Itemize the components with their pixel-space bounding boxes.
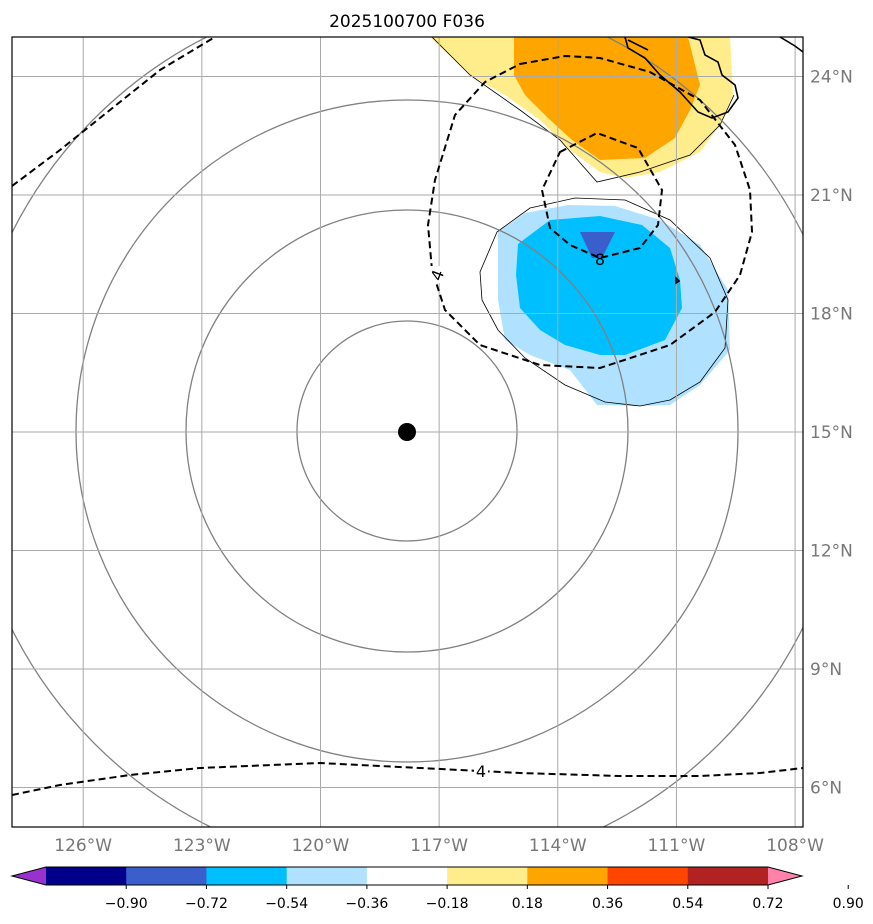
latitude-tick-label: 21°N xyxy=(810,186,853,206)
longitude-tick-label: 120°W xyxy=(292,836,350,856)
longitude-tick-label: 117°W xyxy=(410,836,468,856)
colorbar-extend-max xyxy=(768,867,802,885)
colorbar: −0.90 −0.72 −0.54 −0.36 −0.18 0.18 0.36 0.54 0.7… xyxy=(10,866,864,912)
thin-solid-contour xyxy=(479,197,729,407)
longitude-tick-label: 123°W xyxy=(173,836,231,856)
colorbar-segment xyxy=(126,867,207,885)
longitude-tick-label: 108°W xyxy=(766,836,824,856)
colorbar-segment xyxy=(607,867,689,885)
colorbar-outline xyxy=(10,866,804,886)
colorbar-tick-label: 0.18 xyxy=(512,896,543,912)
colorbar-tick-label: −0.18 xyxy=(426,896,469,912)
dashed-contour-4-northwest xyxy=(12,37,216,187)
chart-title: 2025100700 F036 xyxy=(329,12,485,32)
latitude-tick-label: 6°N xyxy=(810,779,842,799)
colorbar-tick-label: −0.72 xyxy=(185,896,228,912)
colorbar-segment xyxy=(447,867,528,885)
longitude-labels: 126°W 123°W 120°W 117°W 114°W 111°W 108°W xyxy=(54,836,824,856)
colorbar-segment xyxy=(366,867,448,885)
latitude-tick-label: 24°N xyxy=(810,68,853,88)
latitude-tick-label: 18°N xyxy=(810,305,853,325)
radial-distance-rings xyxy=(12,37,803,827)
dashed-contour-4-south xyxy=(12,761,803,796)
colorbar-segment xyxy=(286,867,368,885)
negative-anomaly-dark-blue xyxy=(580,232,615,258)
colorbar-extend-min xyxy=(12,867,46,885)
latitude-tick-label: 12°N xyxy=(810,542,853,562)
colorbar-segment xyxy=(527,867,609,885)
colorbar-tick-label: −0.36 xyxy=(345,896,388,912)
colorbar-segment xyxy=(46,867,127,885)
contour-label-8: 8 xyxy=(595,250,605,269)
colorbar-tick-label: 0.90 xyxy=(833,896,864,912)
colorbar-segment xyxy=(687,867,769,885)
longitude-tick-label: 114°W xyxy=(529,836,587,856)
storm-center-marker xyxy=(398,423,416,441)
colorbar-tick-label: −0.54 xyxy=(265,896,308,912)
coastline xyxy=(624,37,803,285)
colorbar-tick-label: 0.72 xyxy=(752,896,783,912)
latitude-tick-label: 15°N xyxy=(810,423,853,443)
map-area xyxy=(12,37,803,827)
colorbar-tick-label: −0.90 xyxy=(105,896,148,912)
dashed-contours xyxy=(12,37,803,796)
thin-solid-contour-north xyxy=(431,37,735,183)
colorbar-tick-label: 0.54 xyxy=(672,896,703,912)
colorbar-segment xyxy=(206,867,288,885)
contour-label-4-south: 4 xyxy=(476,762,486,781)
latitude-labels: 24°N 21°N 18°N 15°N 12°N 9°N 6°N xyxy=(810,68,853,799)
longitude-tick-label: 126°W xyxy=(54,836,112,856)
latitude-tick-label: 9°N xyxy=(810,660,842,680)
colorbar-tick-label: 0.36 xyxy=(592,896,623,912)
map-frame xyxy=(11,36,804,828)
dashed-contour-8-ring xyxy=(540,131,664,260)
longitude-tick-label: 111°W xyxy=(648,836,706,856)
